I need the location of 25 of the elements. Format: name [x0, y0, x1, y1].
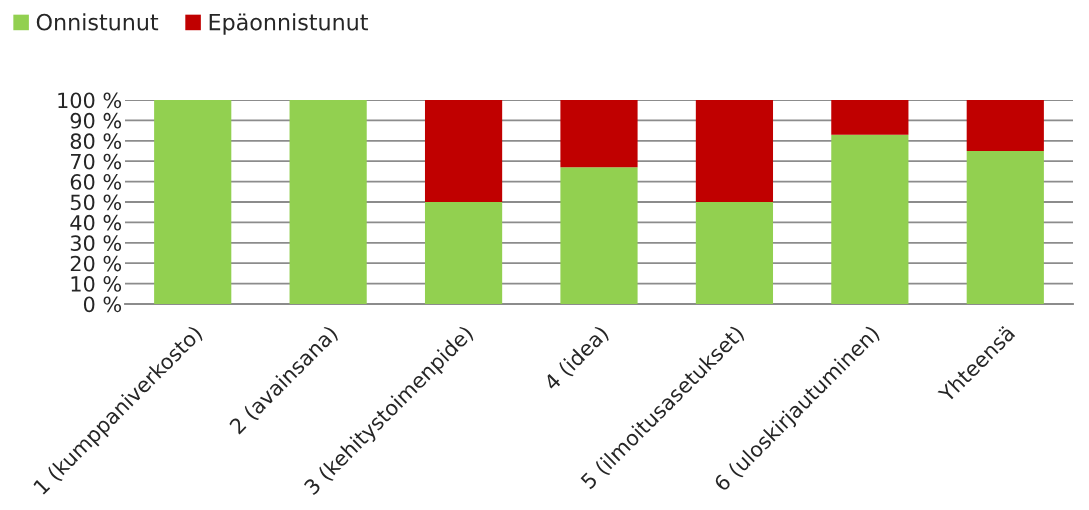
y-tick-label: 90 % [70, 112, 122, 129]
y-tick-label: 30 % [70, 235, 122, 252]
bar [289, 100, 367, 304]
bar [560, 100, 638, 168]
bar [966, 100, 1044, 151]
bar [831, 134, 909, 304]
y-tick-label: 20 % [70, 255, 122, 272]
bar [695, 202, 774, 304]
legend-label: Onnistunut [36, 13, 159, 31]
bar [154, 100, 232, 304]
y-tick-label: 50 % [70, 194, 122, 211]
y-tick-label: 100 % [58, 92, 122, 109]
y-tick-label: 80 % [70, 133, 122, 150]
bar [424, 100, 503, 202]
bar [695, 100, 774, 202]
y-tick-label: 70 % [71, 153, 122, 170]
bar [831, 100, 909, 135]
bar [560, 167, 638, 304]
bar [966, 151, 1044, 304]
legend-label: Epäonnistunut [209, 13, 368, 35]
bar [424, 202, 503, 304]
y-tick-label: 60 % [70, 174, 122, 190]
y-tick-label: 10 % [71, 276, 122, 292]
y-tick-label: 40 % [70, 214, 122, 231]
y-tick-label: 0 % [83, 296, 122, 313]
